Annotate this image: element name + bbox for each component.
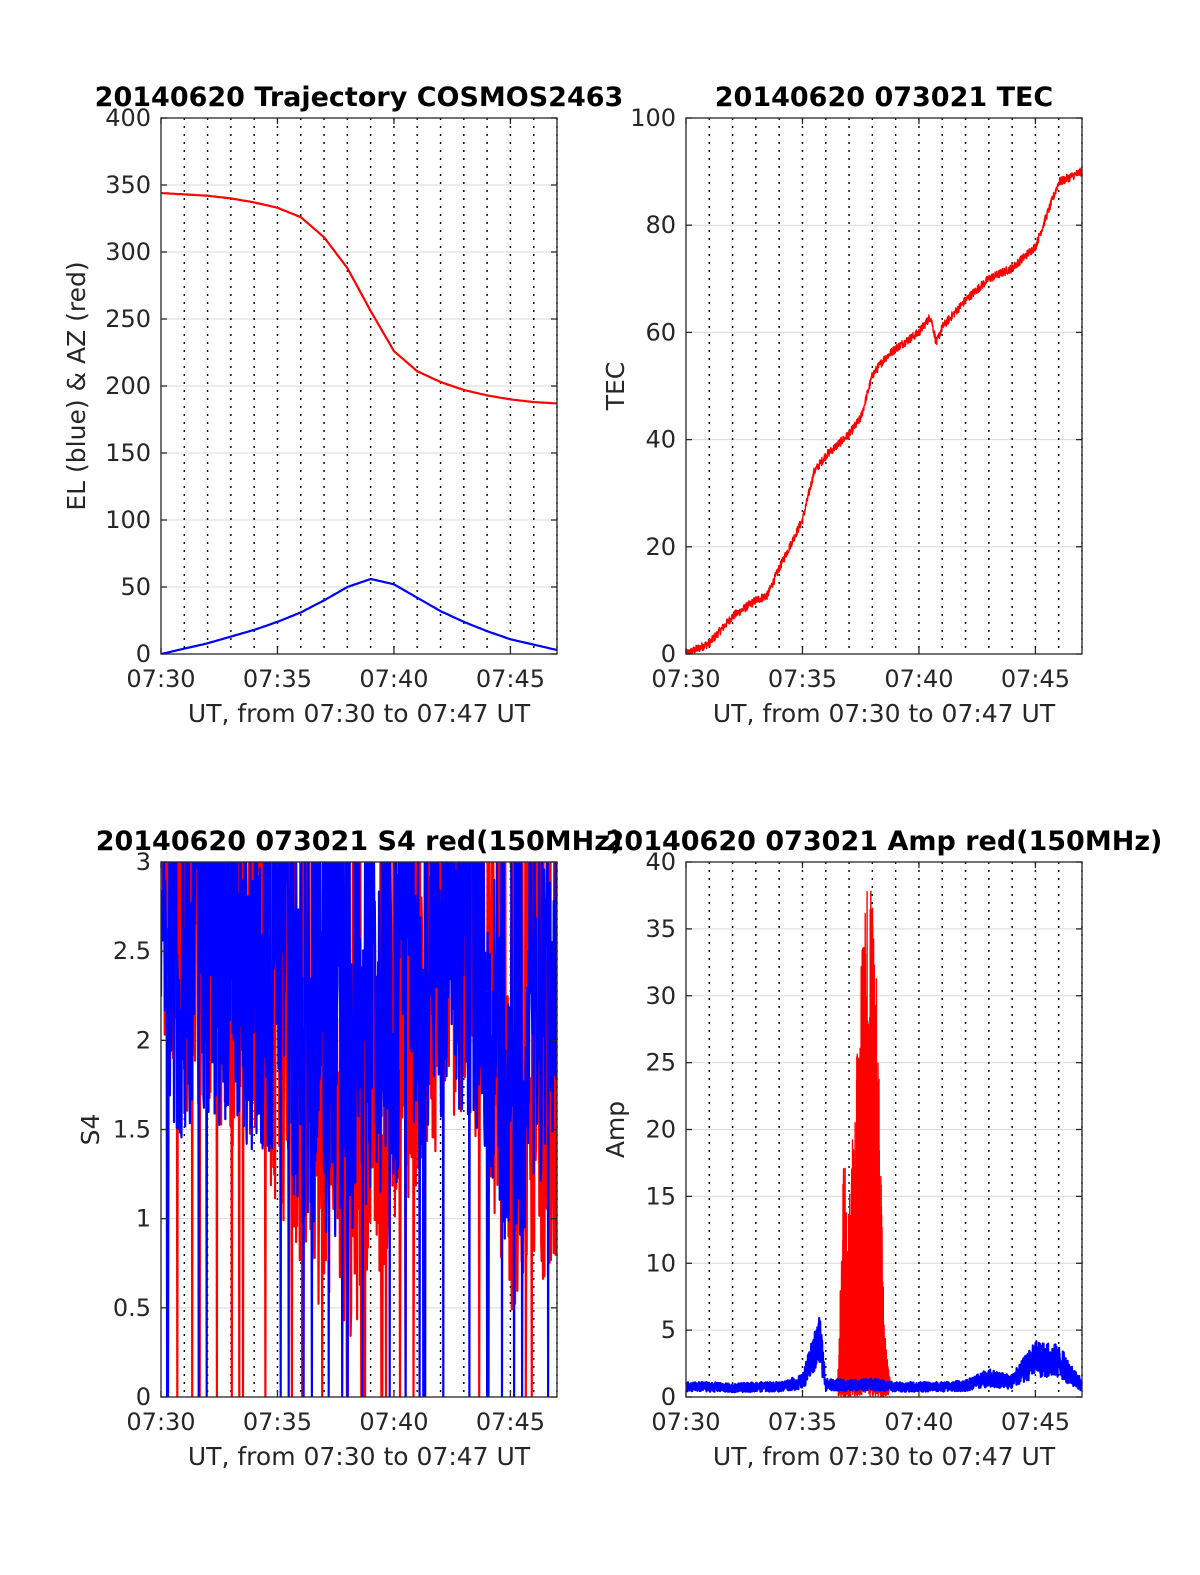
- y-tick-label: 2.5: [113, 937, 151, 965]
- y-tick-label: 40: [645, 426, 676, 454]
- series-line-trajectory-1: [161, 577, 557, 654]
- y-axis-label: TEC: [601, 362, 630, 412]
- x-tick-label: 07:35: [243, 1408, 312, 1436]
- y-tick-label: 0: [661, 640, 676, 668]
- x-tick-label: 07:45: [1001, 1408, 1070, 1436]
- y-tick-label: 150: [105, 439, 151, 467]
- y-tick-label: 5: [661, 1316, 676, 1344]
- chart-title: 20140620 073021 Amp red(150MHz): [606, 826, 1163, 857]
- plot-area: [686, 167, 1082, 654]
- y-tick-label: 3: [136, 848, 151, 876]
- x-tick-label: 07:45: [1001, 665, 1070, 693]
- y-axis-label: Amp: [601, 1101, 630, 1158]
- x-axis-label: UT, from 07:30 to 07:47 UT: [188, 699, 531, 728]
- axes-box: [685, 117, 1083, 655]
- y-tick-label: 60: [645, 318, 676, 346]
- y-tick-label: 0: [136, 640, 151, 668]
- x-tick-label: 07:45: [476, 665, 545, 693]
- plot-area: [161, 191, 557, 654]
- series-line-amp-0: [836, 890, 891, 1397]
- x-tick-label: 07:30: [126, 665, 195, 693]
- series-line-amp-1: [686, 1317, 1082, 1394]
- series-line-s4-1: [161, 862, 557, 1397]
- y-axis-label: S4: [76, 1114, 105, 1146]
- y-tick-label: 2: [136, 1026, 151, 1054]
- y-tick-label: 1: [136, 1205, 151, 1233]
- y-tick-label: 0: [136, 1383, 151, 1411]
- y-tick-label: 200: [105, 372, 151, 400]
- y-tick-label: 20: [645, 533, 676, 561]
- x-tick-label: 07:40: [884, 665, 953, 693]
- plot-area: [161, 862, 557, 1397]
- series-line-tec-0: [686, 167, 1082, 654]
- y-tick-label: 1.5: [113, 1116, 151, 1144]
- chart-panel-amp: 0 5 10 15 20 25 30 35 40 07:30 07:35 07:40 07:45 2014…: [601, 826, 1162, 1471]
- chart-panel-trajectory: 0 50 100 150 200 250 300 350 400 07:30 07:35 07:40 0…: [62, 82, 623, 728]
- y-tick-label: 35: [645, 915, 676, 943]
- series-line-trajectory-0: [161, 191, 557, 405]
- chart-title: 20140620 073021 TEC: [715, 82, 1054, 113]
- x-axis-label: UT, from 07:30 to 07:47 UT: [713, 699, 1056, 728]
- y-tick-label: 250: [105, 305, 151, 333]
- x-tick-label: 07:40: [359, 665, 428, 693]
- chart-title: 20140620 073021 S4 red(150MHz): [96, 826, 623, 857]
- x-tick-label: 07:40: [884, 1408, 953, 1436]
- x-tick-label: 07:30: [651, 1408, 720, 1436]
- x-tick-label: 07:35: [243, 665, 312, 693]
- y-tick-label: 25: [645, 1049, 676, 1077]
- y-tick-label: 0: [661, 1383, 676, 1411]
- y-axis-label: EL (blue) & AZ (red): [62, 261, 91, 510]
- x-tick-label: 07:40: [359, 1408, 428, 1436]
- chart-panel-s4: 0 0.5 1 1.5 2 2.5 3 07:30 07:35 07:40 07:45 2014062…: [76, 826, 623, 1471]
- x-tick-label: 07:45: [476, 1408, 545, 1436]
- x-tick-label: 07:30: [126, 1408, 195, 1436]
- chart-title: 20140620 Trajectory COSMOS2463: [95, 82, 624, 113]
- y-tick-label: 15: [645, 1182, 676, 1210]
- y-tick-label: 80: [645, 211, 676, 239]
- x-tick-label: 07:35: [768, 1408, 837, 1436]
- x-axis-label: UT, from 07:30 to 07:47 UT: [713, 1442, 1056, 1471]
- x-tick-label: 07:35: [768, 665, 837, 693]
- y-tick-label: 300: [105, 238, 151, 266]
- y-tick-label: 40: [645, 848, 676, 876]
- plot-area: [686, 890, 1082, 1397]
- y-tick-label: 20: [645, 1116, 676, 1144]
- x-tick-label: 07:30: [651, 665, 720, 693]
- y-tick-label: 0.5: [113, 1294, 151, 1322]
- y-tick-label: 50: [120, 573, 151, 601]
- y-tick-label: 10: [645, 1249, 676, 1277]
- y-tick-label: 400: [105, 104, 151, 132]
- y-tick-label: 100: [105, 506, 151, 534]
- y-tick-label: 350: [105, 171, 151, 199]
- y-tick-label: 100: [630, 104, 676, 132]
- chart-panel-tec: 0 20 40 60 80 100 07:30 07:35 07:40 07:45 20140620…: [601, 82, 1083, 728]
- x-axis-label: UT, from 07:30 to 07:47 UT: [188, 1442, 531, 1471]
- y-tick-label: 30: [645, 982, 676, 1010]
